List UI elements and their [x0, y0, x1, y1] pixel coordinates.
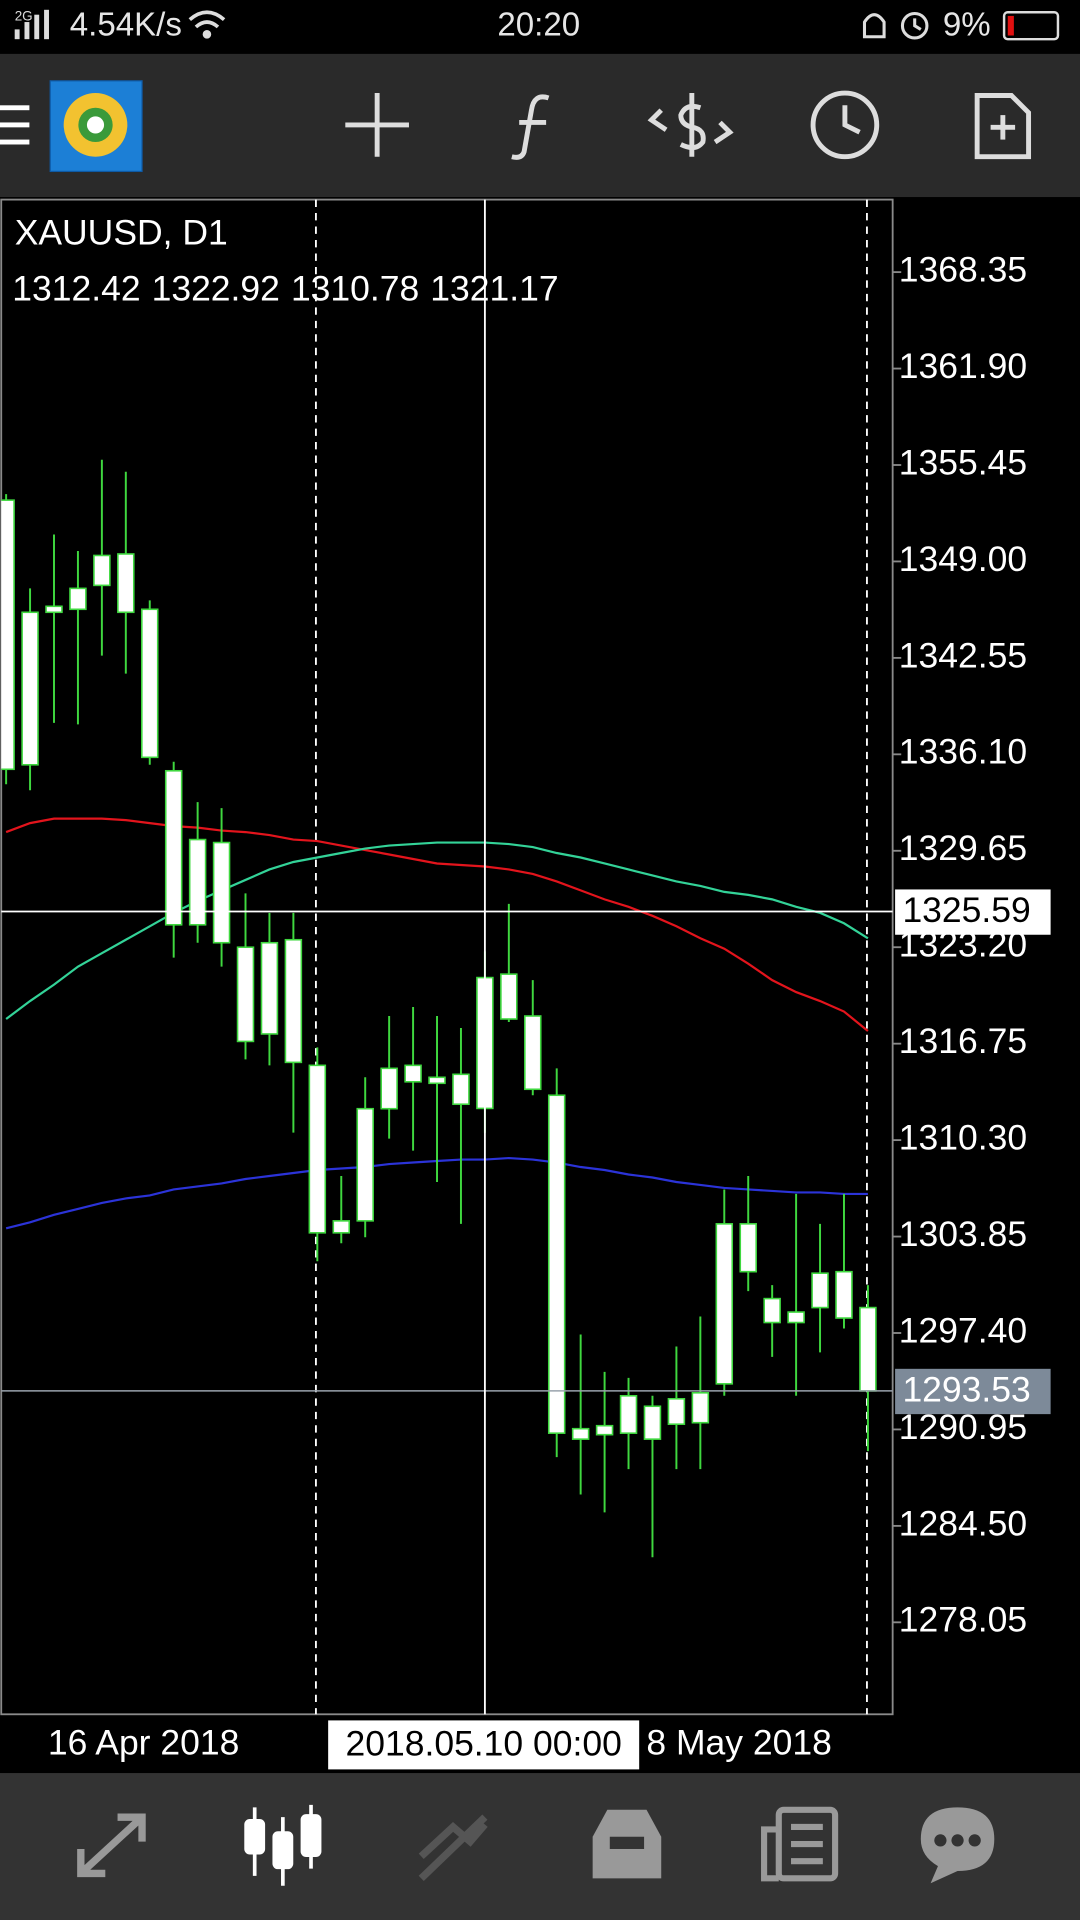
candle-body: [691, 1392, 710, 1424]
crosshair-price-box: [895, 889, 1051, 935]
moving-average-line: [5, 841, 869, 1020]
candle-body: [212, 841, 231, 944]
chat-tab[interactable]: [920, 1807, 995, 1884]
bid-label: 1293.53: [902, 1369, 1030, 1409]
crosshair-price-label: 1325.59: [902, 890, 1030, 930]
candle-body: [164, 769, 183, 926]
y-tick-label: 1342.55: [899, 635, 1027, 675]
candle-body: [188, 838, 207, 926]
time-axis: 16 Apr 2018 8 May 2018: [48, 1722, 832, 1762]
y-tick-label: 1368.35: [899, 249, 1027, 289]
ohlc-readout: 1312.42 1322.92 1310.78 1321.17: [12, 269, 558, 309]
trade-button[interactable]: [647, 93, 734, 157]
candle-body: [21, 611, 39, 766]
y-tick-label: 1329.65: [899, 828, 1027, 868]
network-speed: 4.54K/s: [70, 7, 182, 44]
chart-title: XAUUSD, D1: [15, 212, 228, 252]
crosshair-time-box: [328, 1720, 640, 1770]
candle-body: [1, 499, 15, 771]
candle-body: [667, 1397, 686, 1426]
timeframe-button[interactable]: [810, 90, 880, 160]
candle-body: [715, 1223, 734, 1385]
period-separators: [315, 199, 868, 1715]
status-icons: [862, 11, 929, 40]
quotes-tab[interactable]: [77, 1813, 146, 1878]
candle-body: [332, 1220, 351, 1234]
candle-body: [571, 1427, 590, 1440]
candle-body: [595, 1424, 614, 1436]
history-tab[interactable]: [592, 1809, 662, 1879]
candle-body: [763, 1297, 781, 1324]
crosshair: 1293.53 1325.59 2018.05.10 00:00: [1, 199, 1051, 1770]
candle-body: [787, 1311, 805, 1324]
candle-body: [643, 1405, 662, 1440]
y-tick-label: 1284.50: [899, 1503, 1027, 1543]
y-tick-label: 1316.75: [899, 1021, 1027, 1061]
open-value: 1312.42: [12, 269, 140, 309]
candle-body: [93, 554, 111, 587]
candle-body: [811, 1272, 829, 1309]
price-axis: 1368.35 1361.90 1355.45 1349.00 1342.55 1336.…: [892, 249, 1027, 1640]
candle-body: [859, 1306, 877, 1392]
candle-body: [308, 1064, 327, 1234]
candle-body: [284, 938, 303, 1064]
candle-body: [524, 1015, 542, 1091]
candle-body: [428, 1076, 446, 1085]
trade-tab[interactable]: [418, 1814, 488, 1882]
y-tick-label: 1310.30: [899, 1117, 1027, 1157]
wifi-icon: [188, 10, 226, 39]
toolbar: [0, 53, 1080, 198]
candle-body: [380, 1067, 398, 1110]
x-tick-label: 16 Apr 2018: [48, 1722, 239, 1762]
moving-average-line: [5, 817, 869, 1032]
new-order-button[interactable]: [974, 93, 1032, 160]
signal-icon: [14, 9, 49, 40]
bottom-nav: [0, 1773, 1080, 1920]
candle-body: [117, 553, 135, 614]
chart-background: [0, 197, 1080, 1774]
y-tick-label: 1278.05: [899, 1600, 1027, 1640]
app-logo[interactable]: [49, 80, 143, 173]
clock: 20:20: [497, 7, 580, 44]
candle-body: [141, 608, 159, 759]
candle-body: [404, 1064, 422, 1083]
bid-label-box: [895, 1368, 1051, 1415]
chart-tab[interactable]: [244, 1804, 322, 1886]
battery-level: [1007, 15, 1014, 36]
indicators-button[interactable]: [511, 94, 550, 160]
y-tick-label: 1297.40: [899, 1310, 1027, 1350]
candle-body: [500, 973, 518, 1020]
candle-body: [69, 587, 87, 611]
menu-button[interactable]: [0, 105, 30, 145]
candle-body: [739, 1223, 757, 1273]
battery-icon: [1002, 11, 1060, 41]
candle-body: [356, 1107, 374, 1222]
candle-body: [835, 1270, 853, 1319]
y-tick-label: 1303.85: [899, 1214, 1027, 1254]
crosshair-time-label: 2018.05.10 00:00: [345, 1723, 621, 1763]
low-value: 1310.78: [291, 269, 419, 309]
candle-body: [547, 1094, 566, 1434]
y-tick-label: 1349.00: [899, 539, 1027, 579]
candle-body: [619, 1395, 638, 1434]
x-tick-label: 8 May 2018: [646, 1722, 832, 1762]
network-type: 2G: [15, 9, 33, 24]
y-tick-label: 1336.10: [899, 732, 1027, 772]
candle-body: [260, 941, 279, 1035]
battery-percent: 9%: [943, 7, 991, 44]
candle-body: [45, 605, 63, 614]
plot-border: [0, 198, 894, 1716]
candle-body: [236, 946, 255, 1043]
crosshair-button[interactable]: [345, 93, 409, 157]
status-bar: [0, 0, 1080, 54]
close-value: 1321.17: [430, 269, 558, 309]
candle-body: [452, 1073, 470, 1106]
y-tick-label: 1361.90: [899, 346, 1027, 386]
news-tab[interactable]: [761, 1806, 839, 1882]
high-value: 1322.92: [152, 269, 280, 309]
y-tick-label: 1355.45: [899, 442, 1027, 482]
